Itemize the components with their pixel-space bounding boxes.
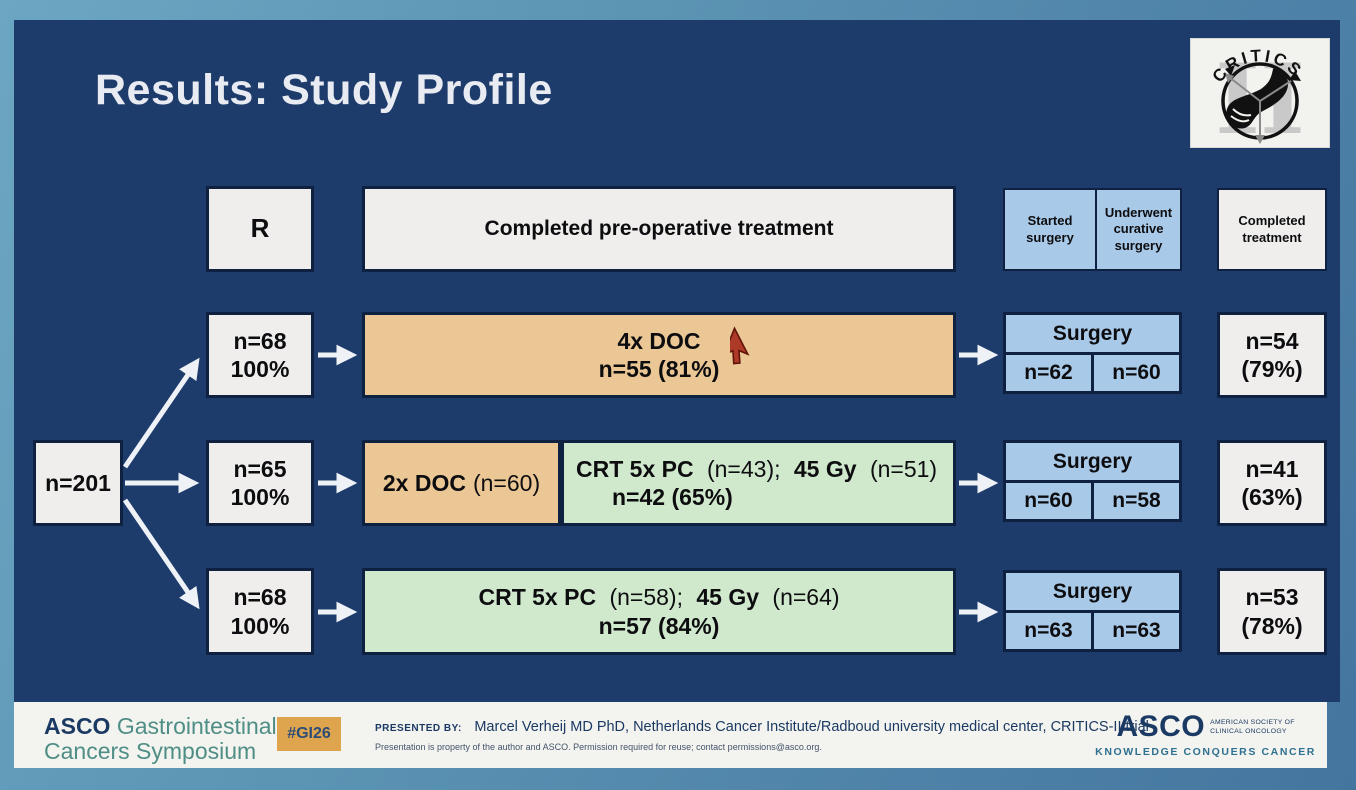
- arm2-crt-n: (n=43);: [706, 455, 781, 482]
- arm1-treatment-regimen: 4x DOC: [617, 327, 701, 354]
- arm3-surgery-block: Surgery n=63 n=63: [1003, 570, 1182, 652]
- total-randomized-box: n=201: [33, 440, 123, 526]
- arm2-curative-surgery-n: n=58: [1112, 489, 1161, 512]
- header-curative-surgery-box: Underwent curative surgery: [1095, 188, 1182, 271]
- arm2-completed-box: n=41 (63%): [1217, 440, 1327, 526]
- presenter-block: PRESENTED BY: Marcel Verheij MD PhD, Net…: [375, 718, 1149, 752]
- arm3-completed-box: n=53 (78%): [1217, 568, 1327, 655]
- arm3-gy-n: (n=64): [772, 584, 840, 611]
- symposium-brand-line2: Cancers Symposium: [44, 738, 257, 764]
- arm1-treatment-completion: n=55 (81%): [598, 356, 720, 382]
- arm3-surgery-label: Surgery: [1006, 573, 1179, 613]
- asco-society-line2: CLINICAL ONCOLOGY: [1210, 728, 1287, 735]
- arm2-treatment-completion: n=42 (65%): [612, 484, 733, 510]
- arm2-doc-n: (n=60): [472, 469, 541, 496]
- asco-wordmark: ASCO: [1116, 710, 1206, 743]
- arm3-gy-dose: 45 Gy: [696, 584, 760, 611]
- slide-title: Results: Study Profile: [95, 66, 553, 114]
- arm2-gy-n: (n=51): [869, 455, 938, 482]
- symposium-brand-asco: ASCO: [44, 713, 111, 739]
- permission-disclaimer: Presentation is property of the author a…: [375, 742, 822, 752]
- critics-ii-logo-graphic: II CRITICS: [1209, 43, 1305, 156]
- header-randomization-box: R: [206, 186, 314, 272]
- total-randomized-value: n=201: [45, 469, 111, 496]
- arm2-completed-pct: (63%): [1241, 484, 1303, 510]
- presenter-name: Marcel Verheij MD PhD, Netherlands Cance…: [474, 719, 1149, 735]
- arm3-randomized-n: n=68: [233, 584, 287, 611]
- arm2-doc-regimen: 2x DOC: [382, 469, 466, 496]
- arm2-randomized-pct: 100%: [230, 484, 290, 510]
- arm1-started-surgery-n: n=62: [1006, 355, 1094, 391]
- arm2-surgery-block: Surgery n=60 n=58: [1003, 440, 1182, 522]
- symposium-brand: ASCO Gastrointestinal Cancers Symposium: [44, 714, 277, 764]
- hashtag-badge: #GI26: [277, 717, 341, 751]
- arm2-randomized-box: n=65 100%: [206, 440, 314, 526]
- arm2-crt-box: CRT 5x PC (n=43); 45 Gy (n=51) n=42 (65%…: [561, 440, 956, 526]
- arm1-completed-n: n=54: [1245, 327, 1299, 354]
- asco-tagline: KNOWLEDGE CONQUERS CANCER: [1095, 746, 1316, 758]
- arm1-randomized-box: n=68 100%: [206, 312, 314, 398]
- arm3-completed-pct: (78%): [1241, 612, 1303, 639]
- header-randomization-label: R: [250, 213, 270, 244]
- header-started-surgery-label: Started surgery: [1026, 213, 1074, 245]
- arm3-crt-regimen: CRT 5x PC: [478, 584, 597, 611]
- arm1-treatment-box: 4x DOC n=55 (81%): [362, 312, 956, 398]
- arm1-completed-box: n=54 (79%): [1217, 312, 1327, 398]
- header-preop-box: Completed pre-operative treatment: [362, 186, 956, 272]
- slide-footer: [14, 702, 1327, 768]
- critics-ii-logo: II CRITICS: [1190, 38, 1330, 156]
- header-curative-surgery-label: Underwent curative surgery: [1104, 205, 1173, 253]
- arm3-treatment-completion: n=57 (84%): [598, 612, 720, 639]
- arm3-curative-surgery-n: n=63: [1112, 619, 1161, 642]
- arm1-randomized-n: n=68: [233, 327, 287, 354]
- arm1-surgery-label: Surgery: [1006, 315, 1179, 355]
- arm2-crt-regimen: CRT 5x PC: [576, 455, 694, 482]
- arm1-curative-surgery-n: n=60: [1112, 361, 1161, 384]
- arm3-randomized-box: n=68 100%: [206, 568, 314, 655]
- arm2-surgery-label: Surgery: [1006, 443, 1179, 483]
- header-completed-treatment-label: Completed treatment: [1238, 213, 1306, 245]
- arm2-randomized-n: n=65: [233, 455, 287, 482]
- header-preop-label: Completed pre-operative treatment: [484, 217, 834, 241]
- arm3-completed-n: n=53: [1245, 584, 1299, 611]
- header-completed-treatment-box: Completed treatment: [1217, 188, 1327, 271]
- arm2-completed-n: n=41: [1245, 455, 1299, 482]
- arm3-randomized-pct: 100%: [230, 612, 290, 639]
- arm3-treatment-box: CRT 5x PC (n=58); 45 Gy (n=64) n=57 (84%…: [362, 568, 956, 655]
- arm1-randomized-pct: 100%: [230, 356, 290, 382]
- arm1-completed-pct: (79%): [1241, 356, 1303, 382]
- asco-society-line1: AMERICAN SOCIETY OF: [1210, 718, 1295, 726]
- header-started-surgery-box: Started surgery: [1003, 188, 1097, 271]
- arm3-started-surgery-n: n=63: [1006, 613, 1094, 649]
- arm2-started-surgery-n: n=60: [1006, 483, 1094, 519]
- arm1-surgery-block: Surgery n=62 n=60: [1003, 312, 1182, 394]
- presented-by-label: PRESENTED BY:: [375, 723, 462, 734]
- symposium-brand-line1: Gastrointestinal: [110, 713, 277, 739]
- arm2-doc-box: 2x DOC (n=60): [362, 440, 561, 526]
- asco-logo: ASCO AMERICAN SOCIETY OF CLINICAL ONCOLO…: [1095, 710, 1316, 758]
- arm2-gy-dose: 45 Gy: [793, 455, 857, 482]
- arm3-crt-n: (n=58);: [609, 584, 683, 611]
